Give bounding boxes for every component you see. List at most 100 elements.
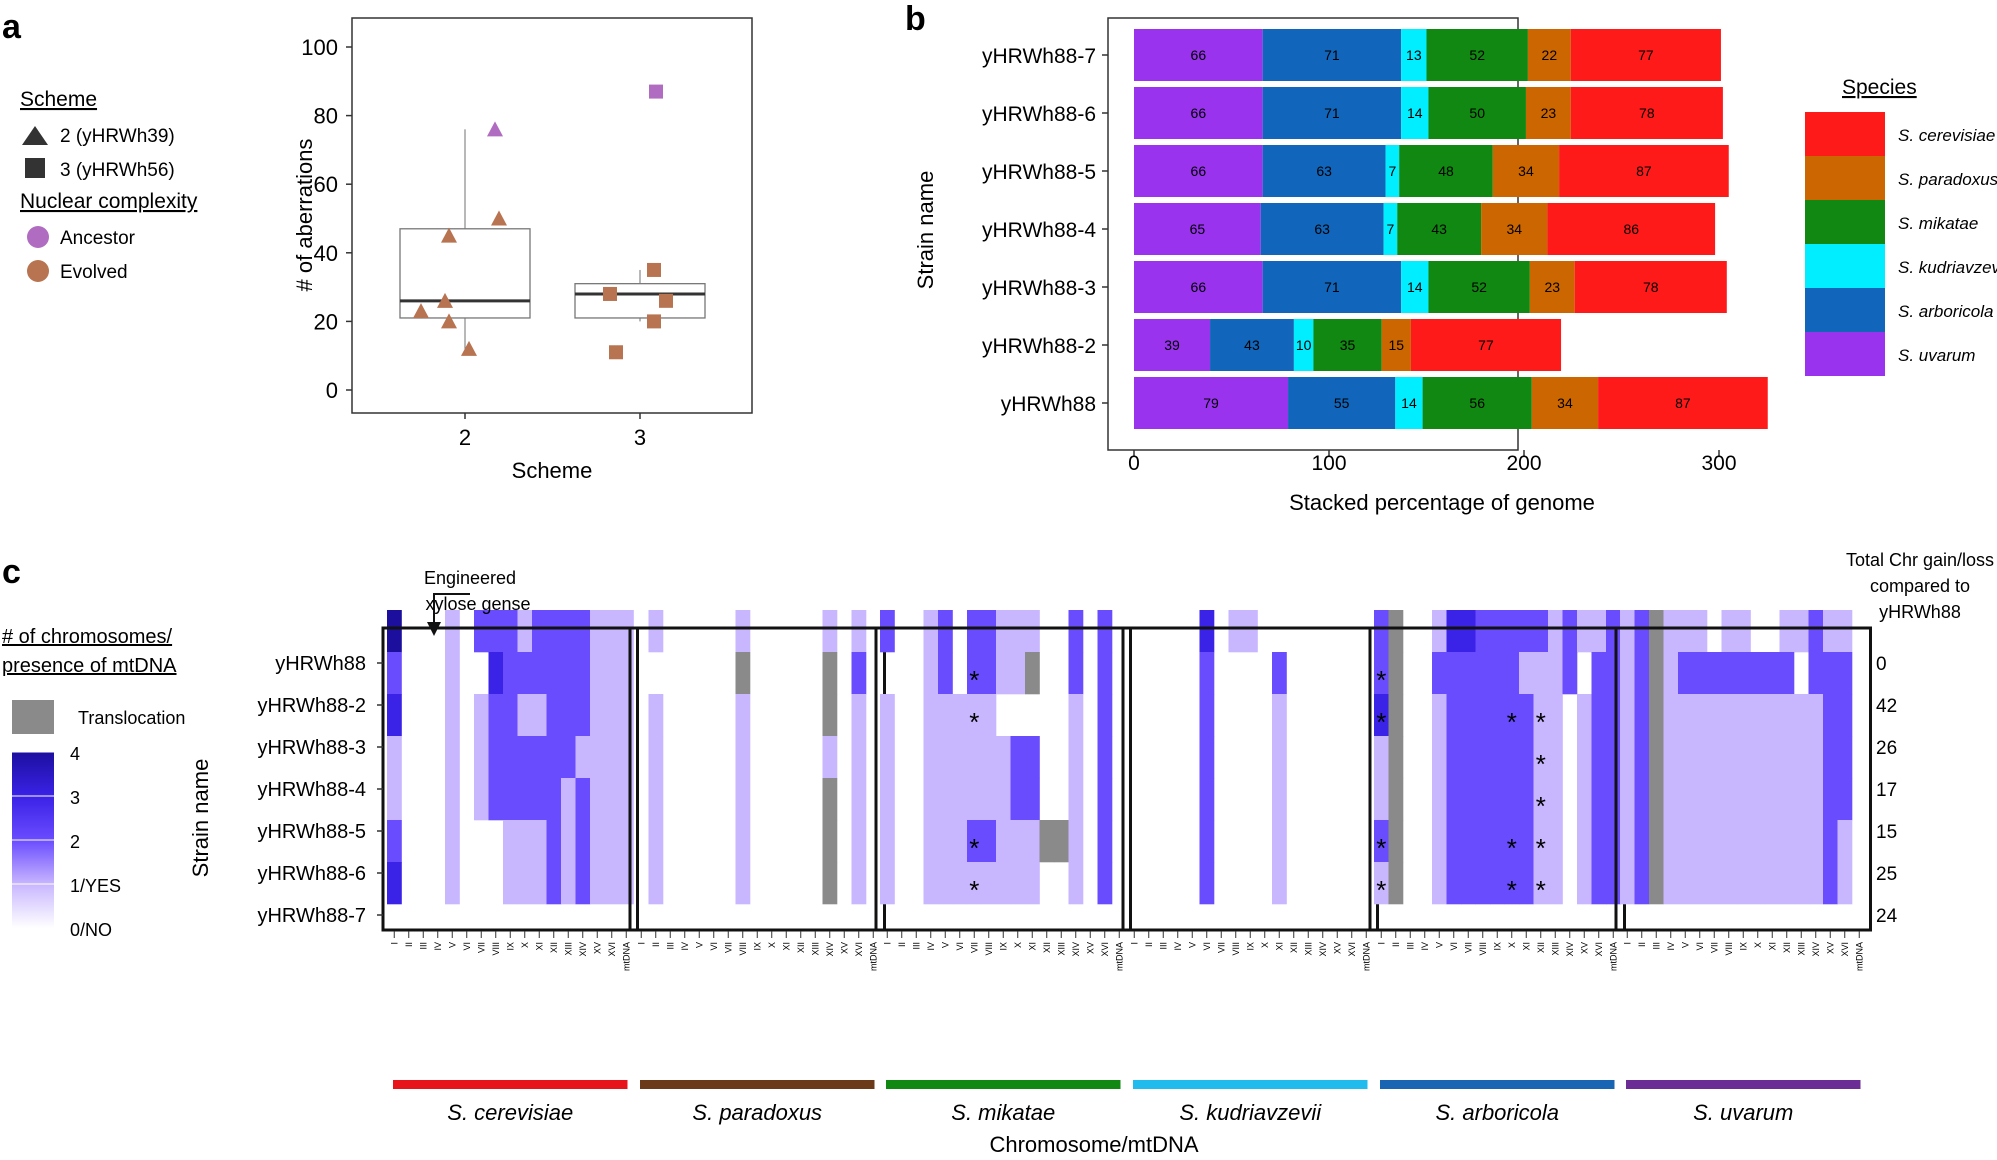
species-legend-label: S. uvarum: [1898, 346, 1975, 365]
c-heat-cell: [1591, 820, 1607, 863]
c-heat-cell: [1446, 820, 1462, 863]
c-total-value: 24: [1876, 906, 1898, 927]
c-col-label: IX: [1245, 942, 1255, 951]
c-heat-cell: [1606, 862, 1621, 905]
c-star-marker: *: [969, 665, 979, 695]
c-heat-cell: [735, 610, 751, 653]
c-heat-cell: [546, 862, 562, 905]
c-col-label: VII: [1216, 942, 1226, 953]
c-heat-cell: [1504, 778, 1520, 821]
c-heat-cell: [1692, 820, 1708, 863]
c-heat-cell: [1794, 736, 1809, 779]
c-heat-cell: [1606, 820, 1621, 863]
b-bar-label: 78: [1639, 105, 1655, 121]
c-col-label: IX: [1738, 942, 1748, 951]
species-legend-label: S. cerevisiae: [1898, 126, 1995, 145]
c-heat-cell: [996, 820, 1011, 863]
c-heat-cell: [1097, 610, 1113, 653]
c-heat-cell: [1490, 862, 1505, 905]
c-heat-cell: [1490, 820, 1505, 863]
c-heat-cell: [503, 736, 518, 779]
c-heat-cell: [1721, 652, 1737, 695]
a-x-tick-label: 3: [634, 425, 646, 450]
c-heat-cell: [1475, 862, 1491, 905]
c-heat-cell: [1097, 736, 1113, 779]
c-heat-cell: [1808, 862, 1824, 905]
c-heat-cell: [996, 778, 1011, 821]
c-col-label: I: [389, 942, 399, 945]
c-col-label: mtDNA: [1361, 942, 1371, 971]
c-x-label: Chromosome/mtDNA: [989, 1132, 1198, 1157]
c-heat-cell: [1097, 778, 1113, 821]
c-heat-cell: [1678, 862, 1693, 905]
b-y-tick-label: yHRWh88-5: [982, 161, 1096, 184]
annotation-arrow: [433, 593, 470, 628]
c-heat-cell: [474, 694, 489, 737]
c-heat-cell: [1461, 610, 1476, 653]
c-heat-cell: [387, 778, 402, 821]
b-bar-label: 66: [1191, 105, 1207, 121]
c-heat-cell: [1808, 652, 1824, 695]
c-star-marker: *: [1507, 875, 1517, 905]
c-heat-cell: [604, 820, 620, 863]
panel-a: Scheme 2 (yHRWh39) 3 (yHRWh56) Nuclear c…: [20, 17, 753, 483]
c-row-label: yHRWh88-5: [257, 821, 366, 843]
c-heat-cell: [1663, 736, 1679, 779]
c-col-label: XIV: [1318, 942, 1328, 957]
c-star-marker: *: [1536, 749, 1546, 779]
c-heat-cell: [1837, 694, 1853, 737]
c-heat-cell: [1519, 652, 1534, 695]
c-heat-cell: [952, 820, 968, 863]
c-heat-cell: [1519, 778, 1534, 821]
a-y-tick-label: 100: [301, 35, 338, 60]
b-y-axis: yHRWh88-7 yHRWh88-6 yHRWh88-5 yHRWh88-4 yHRW…: [982, 45, 1108, 416]
c-col-label: V: [940, 942, 950, 948]
c-heat-cell: [1504, 694, 1520, 737]
c-heat-cell: [1606, 778, 1621, 821]
c-heat-cell: [488, 652, 504, 695]
c-heat-cell: [1649, 820, 1664, 863]
panel-label-b: b: [905, 0, 926, 38]
c-col-label: VIII: [738, 942, 748, 956]
c-heat-cell: [445, 778, 460, 821]
c-heat-cell: [1707, 820, 1722, 863]
c-heat-cell: [967, 736, 982, 779]
c-heat-cell: [1519, 820, 1534, 863]
c-heat-cell: [1837, 610, 1853, 653]
c-heat-cell: [590, 736, 605, 779]
c-heat-cell: [1779, 736, 1795, 779]
c-col-label: XIV: [825, 942, 835, 957]
c-heat-cell: [1837, 820, 1853, 863]
c-heat-cell: [1837, 862, 1853, 905]
panel-label-c: c: [2, 553, 21, 591]
c-col-label: XI: [1521, 942, 1531, 951]
b-bar-label: 7: [1387, 221, 1395, 237]
c-star-marker: *: [1376, 707, 1386, 737]
c-heat-cell: [561, 610, 576, 653]
a-point-triangle: [487, 121, 503, 137]
c-heat-cell: [546, 652, 562, 695]
c-heat-cell: [1823, 652, 1838, 695]
c-heat-cell: [1490, 778, 1505, 821]
c-heat-cell: [1533, 736, 1549, 779]
c-heat-cell: [1692, 694, 1708, 737]
legend-scheme-2: 2 (yHRWh39): [60, 126, 175, 147]
c-heat-cell: [1519, 610, 1534, 653]
b-bar-label: 34: [1557, 395, 1573, 411]
c-heat-cell: [880, 694, 895, 737]
c-heat-cell: [1068, 820, 1084, 863]
c-heat-cell: [981, 694, 997, 737]
c-heat-cell: [1533, 652, 1549, 695]
heat-scale-label: 0/NO: [70, 920, 112, 940]
c-heat-cell: [981, 820, 997, 863]
c-heat-cell: [1663, 694, 1679, 737]
species-legend-title: Species: [1842, 76, 1917, 99]
c-heat-cell: [1374, 694, 1389, 737]
c-heat-cell: [532, 820, 547, 863]
c-heat-cell: [1692, 610, 1708, 653]
c-star-marker: *: [1376, 875, 1386, 905]
panel-b: 66 71 13 52 22 77 66 71 14 50 23 78 66 63 7 48 34 87 65 63 7…: [913, 17, 1997, 515]
c-heat-cell: [517, 736, 533, 779]
c-col-label: IV: [926, 942, 936, 951]
c-heat-cell: [981, 652, 997, 695]
